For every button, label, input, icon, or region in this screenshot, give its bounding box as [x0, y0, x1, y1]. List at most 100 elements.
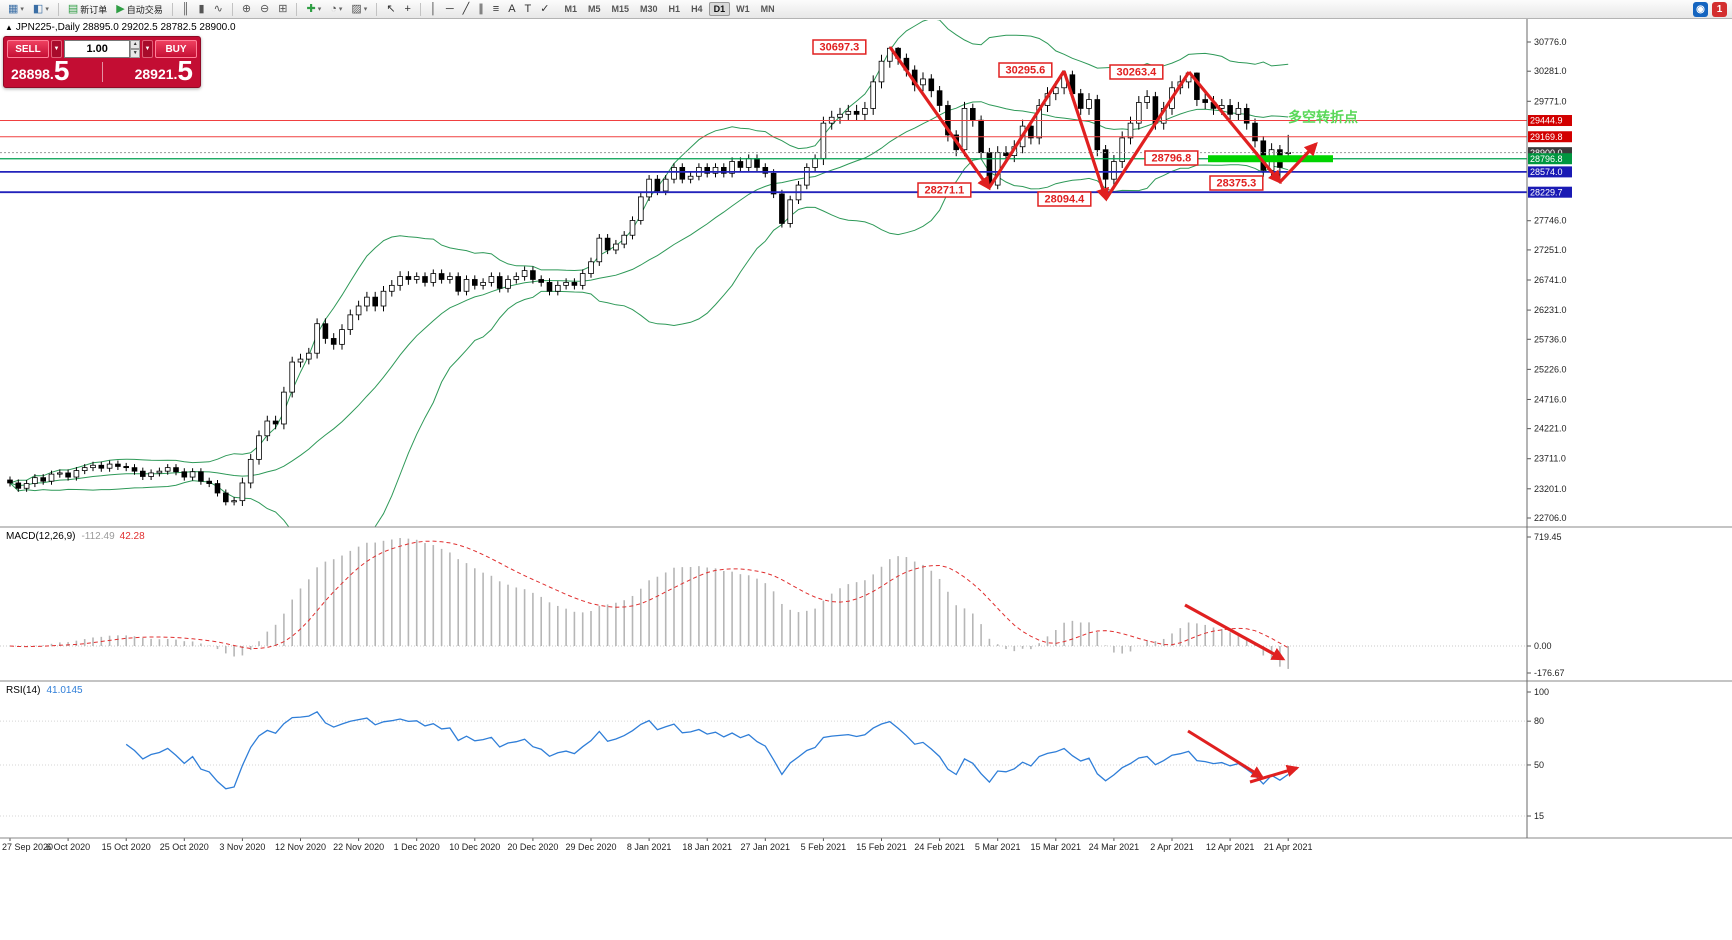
- timeframe-w1-button[interactable]: W1: [731, 2, 755, 16]
- chevron-down-icon[interactable]: ▾: [317, 6, 322, 13]
- vertical-line-icon: │: [429, 3, 437, 15]
- chevron-down-icon[interactable]: ▾: [20, 6, 24, 13]
- price-annotation-box: [812, 39, 867, 55]
- price-axis-badge: [1528, 166, 1572, 178]
- new-order-icon: ▤: [67, 3, 79, 15]
- volume-decrease-button[interactable]: ▼: [51, 40, 62, 58]
- buy-price-main: 28921.: [134, 66, 178, 82]
- new-chart-icon: ▦: [8, 3, 19, 15]
- cursor-button[interactable]: ↖: [382, 1, 399, 17]
- analysis-annotations[interactable]: 30697.3 30295.6 30263.4 28271.1 28094.4 28796…: [812, 39, 1358, 784]
- svg-text:23201.0: 23201.0: [1534, 484, 1567, 494]
- timeframe-m5-button[interactable]: M5: [583, 2, 606, 16]
- svg-text:5 Feb 2021: 5 Feb 2021: [801, 842, 847, 852]
- timeframe-h4-button[interactable]: H4: [686, 2, 708, 16]
- timeframe-mn-button[interactable]: MN: [756, 2, 780, 16]
- channel-icon: ∥: [478, 3, 484, 15]
- svg-text:26231.0: 26231.0: [1534, 305, 1567, 315]
- volume-spinner: ▲ ▼: [130, 40, 140, 58]
- zoom-in-button[interactable]: ⊕: [238, 1, 255, 17]
- candlestick-chart-button[interactable]: ▮: [195, 1, 209, 17]
- volume-spin-down-button[interactable]: ▼: [130, 49, 140, 58]
- vertical-line-button[interactable]: │: [426, 1, 441, 17]
- arrows-button[interactable]: ✓: [536, 1, 553, 17]
- tile-windows-button[interactable]: ⊞: [274, 1, 291, 17]
- label-button[interactable]: T: [521, 1, 536, 17]
- symbol-ohlc-values: 28895.0 29202.5 28782.5 28900.0: [82, 22, 236, 33]
- periods-button[interactable]: ◔ ▾: [326, 1, 346, 17]
- svg-text:50: 50: [1534, 760, 1544, 770]
- new-order-label: 新订单: [80, 4, 108, 15]
- svg-text:0.00: 0.00: [1534, 641, 1552, 651]
- svg-text:29444.9: 29444.9: [1530, 116, 1563, 126]
- sell-button[interactable]: SELL: [7, 40, 49, 58]
- one-click-panel-toggle-icon[interactable]: ▲: [5, 23, 13, 32]
- svg-text:15 Oct 2020: 15 Oct 2020: [102, 842, 151, 852]
- macd-trend-arrow: [1184, 603, 1286, 661]
- svg-text:25 Oct 2020: 25 Oct 2020: [160, 842, 209, 852]
- crosshair-button[interactable]: +: [401, 1, 415, 17]
- chevron-down-icon[interactable]: ▾: [363, 6, 368, 13]
- profiles-button[interactable]: ◧ ▾: [29, 1, 53, 17]
- price-axis-badge: [1528, 115, 1572, 127]
- chevron-down-icon[interactable]: ▾: [338, 6, 343, 13]
- rsi-panel: 100 80 50 15: [0, 687, 1549, 821]
- buy-button[interactable]: BUY: [155, 40, 197, 58]
- new-order-button[interactable]: ▤ 新订单: [64, 1, 111, 17]
- svg-text:29 Dec 2020: 29 Dec 2020: [565, 842, 616, 852]
- zoom-in-icon: ⊕: [241, 3, 252, 15]
- horizontal-line-button[interactable]: ─: [442, 1, 458, 17]
- autotrading-button[interactable]: ▶ 自动交易: [112, 1, 166, 17]
- svg-text:27 Jan 2021: 27 Jan 2021: [741, 842, 791, 852]
- volume-spin-up-button[interactable]: ▲: [130, 40, 140, 49]
- cursor-icon: ↖: [386, 3, 396, 15]
- chart-symbol-info: ▲ JPN225-,Daily 28895.0 29202.5 28782.5 2…: [5, 22, 236, 33]
- tile-windows-icon: ⊞: [278, 3, 288, 15]
- zoom-out-button[interactable]: ⊖: [256, 1, 273, 17]
- horizontal-level-lines[interactable]: 29444.929169.828900.028796.828574.028229…: [0, 115, 1572, 198]
- volume-wrap: ▲ ▼: [64, 40, 140, 58]
- new-chart-button[interactable]: ▦ ▾: [4, 1, 28, 17]
- svg-text:30776.0: 30776.0: [1534, 37, 1567, 47]
- chevron-down-icon[interactable]: ▾: [45, 6, 49, 13]
- indicators-button[interactable]: ✚ ▾: [302, 1, 325, 17]
- panel-separators[interactable]: [0, 19, 1732, 839]
- bar-chart-button[interactable]: ║: [178, 1, 194, 17]
- svg-text:27 Sep 2020: 27 Sep 2020: [2, 842, 53, 852]
- crosshair-icon: +: [404, 3, 411, 15]
- volume-increase-button[interactable]: ▼: [142, 40, 153, 58]
- price-axis[interactable]: 30776.0 30281.0 29771.0 27746.0 27251.0 26741…: [1527, 37, 1567, 523]
- sell-price[interactable]: 28898. 5: [11, 57, 69, 85]
- svg-text:3 Nov 2020: 3 Nov 2020: [219, 842, 265, 852]
- trendline-button[interactable]: ╱: [459, 1, 474, 17]
- line-chart-button[interactable]: ∿: [210, 1, 227, 17]
- timeframe-m15-button[interactable]: M15: [607, 2, 635, 16]
- rsi-trend-arrow: [1187, 729, 1265, 779]
- timeframe-m1-button[interactable]: M1: [559, 2, 582, 16]
- periods-icon: ◔: [330, 3, 337, 15]
- pivot-point-text: 多空转折点: [1288, 109, 1358, 125]
- notification-badge[interactable]: 1: [1712, 2, 1727, 17]
- timeframe-d1-button[interactable]: D1: [708, 2, 731, 16]
- buy-price[interactable]: 28921. 5: [134, 57, 193, 85]
- bollinger-bands: [9, 20, 1289, 527]
- toolbar-separator: [171, 2, 173, 16]
- text-button[interactable]: A: [504, 1, 519, 17]
- price-axis-badge: [1528, 186, 1572, 198]
- fibonacci-button[interactable]: ≡: [489, 1, 503, 17]
- community-icon[interactable]: ◉: [1693, 2, 1708, 17]
- svg-text:8 Jan 2021: 8 Jan 2021: [627, 842, 672, 852]
- templates-button[interactable]: ▨ ▾: [347, 1, 371, 17]
- volume-input[interactable]: [64, 40, 131, 58]
- timeframe-h1-button[interactable]: H1: [664, 2, 686, 16]
- timeframe-m30-button[interactable]: M30: [635, 2, 663, 16]
- trend-arrow: [888, 46, 991, 191]
- svg-text:27251.0: 27251.0: [1534, 245, 1567, 255]
- channel-button[interactable]: ∥: [474, 1, 488, 17]
- autotrading-icon: ▶: [116, 3, 125, 15]
- trend-arrow: [1187, 70, 1282, 185]
- price-annotation-box: [1144, 150, 1199, 166]
